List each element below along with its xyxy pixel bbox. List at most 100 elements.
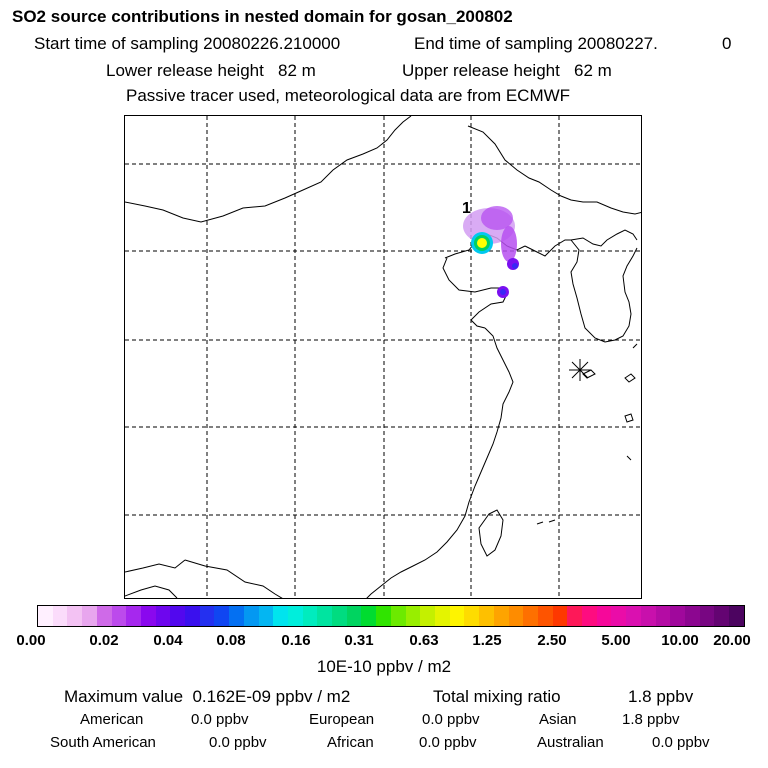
plume-mid (481, 206, 513, 230)
region-value: 0.0 ppbv (652, 734, 710, 751)
colorbar-swatch (699, 606, 715, 626)
total-mixing-value: 1.8 ppbv (628, 687, 694, 706)
colorbar-swatch (302, 606, 318, 626)
map-canvas: 1 (125, 116, 641, 598)
coast-korea (570, 239, 638, 343)
colorbar-swatch (508, 606, 524, 626)
islet-japan (624, 373, 636, 383)
colorbar-swatch (199, 606, 215, 626)
colorbar-swatch (273, 606, 288, 626)
region-name: African (327, 734, 374, 751)
colorbar-swatch (434, 606, 450, 626)
border-vietnam (125, 585, 178, 598)
colorbar-swatch (582, 606, 597, 626)
map-title: SO2 source contributions in nested domai… (12, 7, 513, 26)
region-value: 0.0 ppbv (419, 734, 477, 751)
colorbar-tick: 0.16 (281, 632, 311, 649)
plume-spot-2-core (500, 289, 506, 295)
sampling-end-hour: 0 (722, 34, 732, 53)
concentration-plume (463, 206, 519, 298)
colorbar-swatch (96, 606, 112, 626)
colorbar-swatch (552, 606, 568, 626)
region-value: 0.0 ppbv (191, 711, 249, 728)
colorbar-tick: 20.00 (713, 632, 751, 649)
colorbar-swatch (655, 606, 671, 626)
islet-ryukyu (536, 521, 544, 525)
colorbar-swatch (405, 606, 421, 626)
colorbar-swatch (185, 606, 200, 626)
map-coastlines (125, 116, 641, 598)
colorbar-swatch (67, 606, 83, 626)
colorbar-tick: 0.00 (16, 632, 46, 649)
colorbar-swatch (537, 606, 553, 626)
colorbar-swatch (346, 606, 362, 626)
colorbar-swatch (214, 606, 230, 626)
colorbar-swatch (229, 606, 244, 626)
colorbar-tick: 5.00 (601, 632, 631, 649)
border-southwest (125, 559, 186, 573)
islet-ryukyu (548, 519, 556, 523)
tracer-info: Passive tracer used, meteorological data… (126, 86, 571, 105)
lower-release-height: Lower release height 82 m (106, 61, 316, 80)
colorbar-tick: 0.02 (89, 632, 119, 649)
island-jeju (582, 369, 596, 379)
max-value: Maximum value 0.162E-09 ppbv / m2 (64, 687, 351, 706)
region-name: European (309, 711, 375, 728)
colorbar-swatch (287, 606, 303, 626)
asterisk-icon (569, 359, 591, 381)
colorbar-swatch (670, 606, 685, 626)
coast-south-china (184, 559, 283, 598)
colorbar-swatch (611, 606, 627, 626)
colorbar-swatch (376, 606, 391, 626)
colorbar (37, 605, 745, 627)
region-name: Asian (539, 711, 577, 728)
colorbar-swatch (332, 606, 347, 626)
colorbar-swatch (684, 606, 700, 626)
colorbar-tick: 10.00 (661, 632, 699, 649)
plume-spot-core (512, 263, 518, 269)
colorbar-swatch (140, 606, 156, 626)
colorbar-swatch (479, 606, 494, 626)
map-grid (125, 116, 641, 598)
coast-shandong-north (442, 257, 501, 293)
region-value: 0.0 ppbv (422, 711, 480, 728)
colorbar-swatch (420, 606, 435, 626)
colorbar-swatch (523, 606, 538, 626)
colorbar-swatch (714, 606, 730, 626)
upper-release-height: Upper release height 62 m (402, 61, 612, 80)
colorbar-swatch (361, 606, 377, 626)
region-name: Australian (537, 734, 604, 751)
island-taiwan (478, 509, 504, 557)
border-mongolia (125, 116, 412, 223)
colorbar-swatch (449, 606, 465, 626)
colorbar-swatch (640, 606, 656, 626)
colorbar-tick: 0.08 (216, 632, 246, 649)
sampling-start: Start time of sampling 20080226.210000 (34, 34, 341, 53)
colorbar-swatch (155, 606, 171, 626)
colorbar-swatch (596, 606, 612, 626)
region-name: American (80, 711, 144, 728)
colorbar-swatch (38, 606, 53, 626)
sampling-end: End time of sampling 20080227. (414, 34, 658, 53)
border-russia (467, 125, 641, 215)
colorbar-swatch (390, 606, 406, 626)
colorbar-swatch (52, 606, 68, 626)
islet-japan (626, 455, 632, 461)
colorbar-swatch (170, 606, 186, 626)
total-mixing-label: Total mixing ratio (433, 687, 561, 706)
colorbar-tick: 0.31 (344, 632, 374, 649)
colorbar-swatch (111, 606, 127, 626)
region-value: 0.0 ppbv (209, 734, 267, 751)
colorbar-swatch (464, 606, 480, 626)
region-value: 1.8 ppbv (622, 711, 680, 728)
colorbar-swatch (126, 606, 141, 626)
colorbar-swatch (243, 606, 259, 626)
source-number-label: 1 (462, 200, 471, 217)
colorbar-swatch (317, 606, 333, 626)
colorbar-swatch (258, 606, 274, 626)
colorbar-swatch (493, 606, 509, 626)
border-korea-north (570, 229, 638, 247)
colorbar-swatch (82, 606, 97, 626)
colorbar-swatch (567, 606, 583, 626)
region-name: South American (50, 734, 156, 751)
